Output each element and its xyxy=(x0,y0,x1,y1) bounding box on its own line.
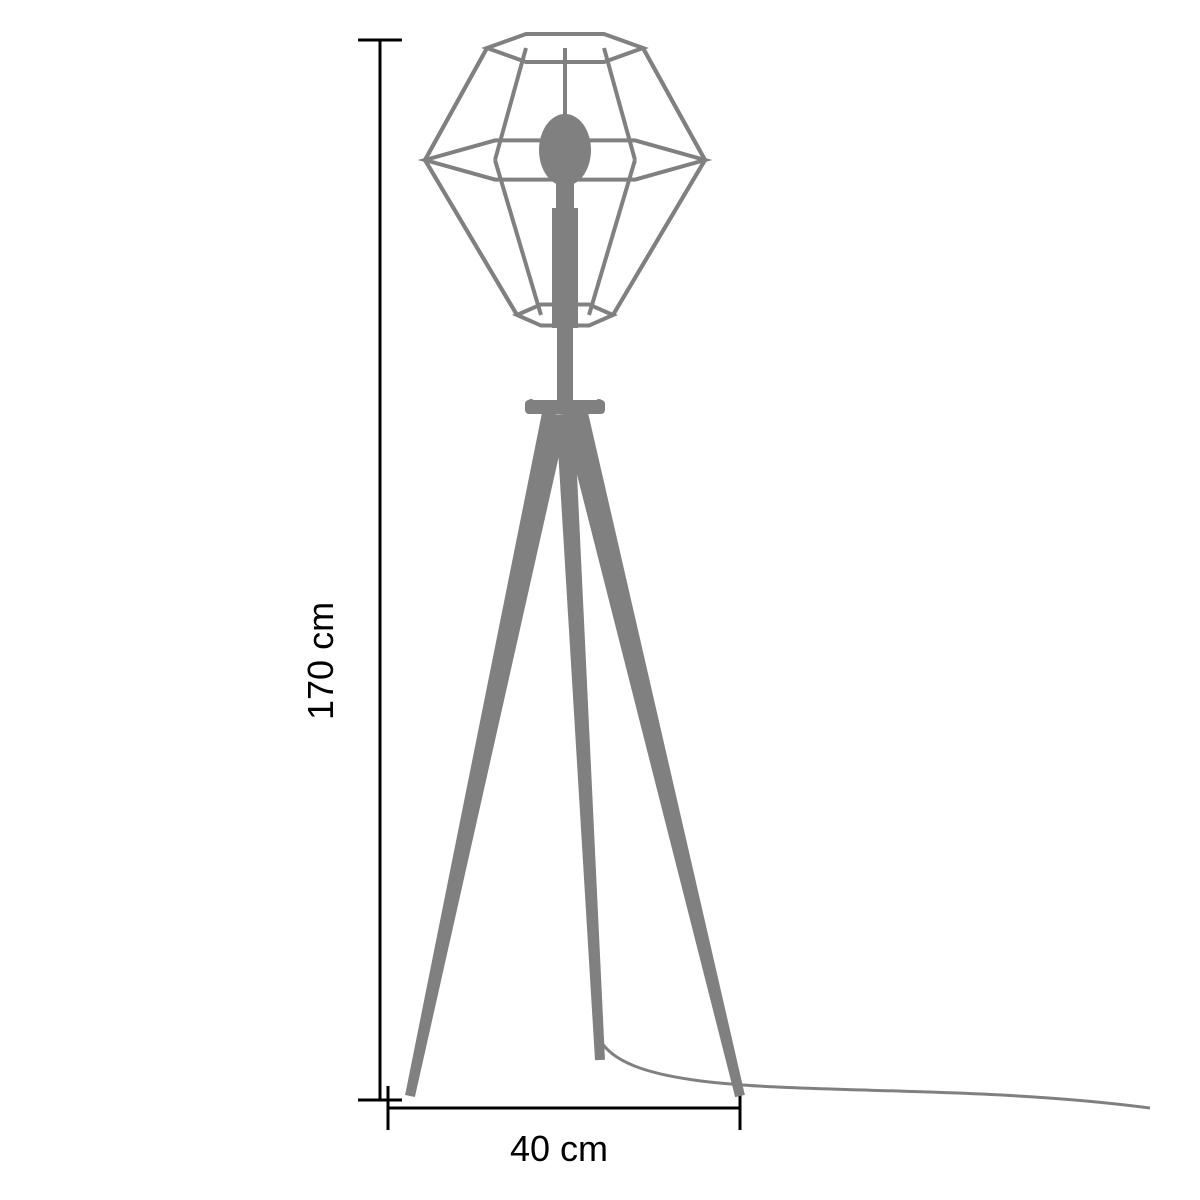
stem xyxy=(557,315,573,408)
shade-rib xyxy=(604,48,635,160)
height-dimension-label: 170 cm xyxy=(300,602,342,720)
cap-bolt xyxy=(595,399,603,407)
socket-stem xyxy=(552,208,578,328)
bulb-neck xyxy=(556,180,574,210)
width-dimension-label: 40 cm xyxy=(510,1128,608,1170)
cap-bolt xyxy=(527,399,535,407)
shade-rib xyxy=(495,48,526,160)
diagram-svg xyxy=(0,0,1200,1200)
tripod-cap xyxy=(525,400,605,414)
dimension-diagram: 170 cm 40 cm xyxy=(0,0,1200,1200)
power-cord xyxy=(600,1040,1150,1108)
tripod-leg-left xyxy=(405,411,568,1097)
bulb-icon xyxy=(539,114,591,186)
